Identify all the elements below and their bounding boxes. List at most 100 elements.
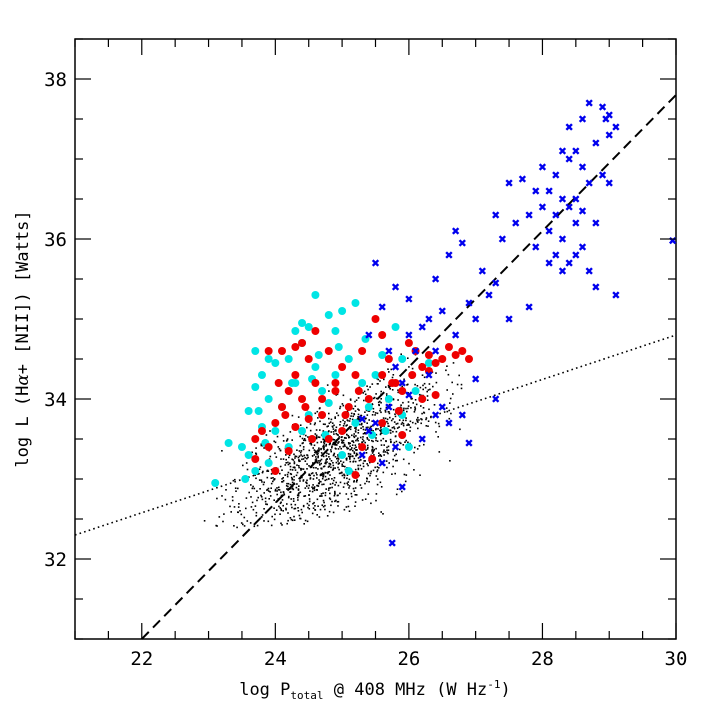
cloud-dot: [362, 392, 364, 394]
cloud-dot: [320, 447, 322, 450]
blue-cross-point: [572, 251, 580, 259]
cloud-dot: [354, 505, 356, 507]
cloud-dot: [372, 407, 375, 410]
cloud-dot: [388, 462, 390, 464]
cloud-dot: [361, 499, 364, 501]
cloud-dot: [429, 388, 431, 391]
cloud-dot: [282, 458, 285, 460]
cloud-dot: [323, 483, 325, 486]
cloud-dot: [354, 468, 357, 471]
cloud-dot: [402, 422, 405, 425]
cloud-dot: [250, 484, 252, 486]
cloud-dot: [375, 428, 377, 431]
red-circle-point: [338, 427, 347, 435]
cloud-dot: [344, 445, 346, 448]
cloud-dot: [387, 422, 389, 425]
cloud-dot: [318, 462, 321, 464]
blue-cross-point: [451, 227, 460, 235]
cloud-dot: [414, 446, 416, 449]
cloud-dot: [319, 508, 322, 511]
cloud-dot: [402, 401, 404, 404]
cyan-circle-point: [271, 427, 280, 435]
cloud-dot: [312, 484, 314, 486]
cloud-dot: [379, 429, 382, 431]
cloud-dot: [275, 509, 278, 511]
cyan-circle-point: [358, 379, 367, 387]
cloud-dot: [334, 467, 336, 469]
cloud-dot: [354, 501, 357, 503]
cloud-dot: [315, 489, 318, 491]
cloud-dot: [271, 515, 273, 518]
cloud-dot: [251, 487, 254, 490]
cloud-dot: [392, 430, 394, 433]
cloud-dot: [281, 469, 283, 471]
cloud-dot: [321, 504, 324, 506]
cloud-dot: [322, 438, 324, 440]
cloud-dot: [333, 439, 336, 441]
cloud-dot: [218, 516, 221, 518]
cloud-dot: [338, 472, 341, 475]
blue-cross-point: [492, 395, 500, 403]
cloud-dot: [311, 486, 313, 488]
cloud-dot: [260, 494, 262, 497]
cloud-dot: [318, 482, 320, 484]
cloud-dot: [237, 506, 240, 508]
cyan-circle-point: [364, 403, 373, 411]
cloud-dot: [331, 425, 334, 428]
cloud-dot: [357, 437, 359, 440]
cloud-dot: [408, 424, 410, 426]
cyan-circle-point: [398, 355, 407, 363]
cloud-dot: [353, 447, 356, 450]
red-circle-point: [351, 471, 360, 479]
cloud-dot: [242, 464, 244, 467]
cloud-dot: [419, 386, 422, 389]
cloud-dot: [385, 406, 388, 409]
cloud-dot: [422, 407, 425, 409]
cloud-dot: [279, 472, 281, 475]
cloud-dot: [238, 503, 240, 505]
cloud-dot: [221, 450, 223, 452]
cloud-dot: [445, 407, 448, 409]
cloud-dot: [322, 445, 324, 448]
cloud-dot: [324, 504, 326, 507]
cloud-dot: [314, 505, 316, 507]
cloud-dot: [376, 483, 379, 486]
cloud-dot: [355, 494, 358, 496]
cloud-dot: [316, 477, 318, 479]
red-circle-point: [298, 339, 307, 347]
cloud-dot: [359, 423, 361, 426]
cloud-dot: [329, 474, 331, 476]
cyan-circle-point: [298, 427, 307, 435]
cloud-dot: [349, 428, 352, 431]
blue-cross-point: [485, 291, 493, 299]
cloud-dot: [366, 438, 369, 440]
x-tick-label: 24: [264, 648, 287, 670]
cyan-circle-point: [378, 351, 387, 359]
cloud-dot: [343, 423, 346, 425]
cloud-dot: [459, 428, 461, 431]
cloud-dot: [328, 478, 330, 480]
cloud-dot: [301, 476, 303, 479]
cloud-dot: [341, 440, 344, 442]
cloud-dot: [362, 426, 364, 428]
cloud-dot: [312, 502, 314, 505]
cloud-dot: [400, 404, 402, 406]
cloud-dot: [349, 453, 352, 455]
cloud-dot: [351, 434, 353, 437]
cloud-dot: [330, 466, 332, 469]
cloud-dot: [320, 467, 322, 470]
cloud-dot: [387, 445, 390, 448]
cloud-dot: [342, 442, 345, 444]
cloud-dot: [390, 441, 392, 444]
cloud-dot: [316, 462, 319, 464]
cloud-dot: [379, 409, 381, 412]
cloud-dot: [292, 498, 295, 500]
cloud-dot: [433, 404, 436, 406]
blue-cross-point: [405, 331, 413, 339]
cloud-dot: [427, 425, 429, 427]
red-circle-point: [304, 415, 313, 423]
cloud-dot: [365, 449, 367, 451]
cloud-dot: [372, 450, 374, 453]
cloud-dot: [353, 452, 356, 455]
cyan-circle-point: [384, 395, 393, 403]
